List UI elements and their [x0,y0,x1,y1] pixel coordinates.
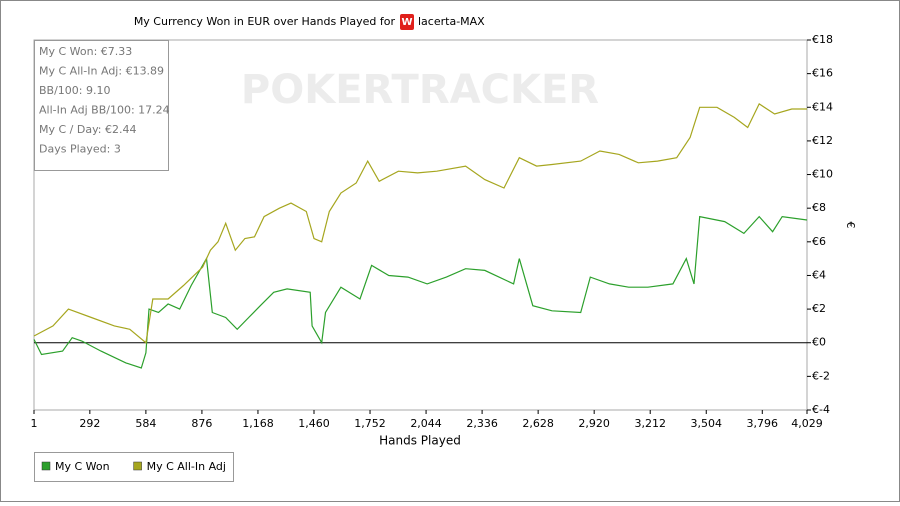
player-name: lacerta-MAX [418,15,485,28]
x-tick-label: 876 [191,417,212,430]
y-tick-label: €-4 [812,403,830,416]
legend-swatch [41,461,51,471]
logo-icon: W [400,14,414,30]
stat-line: My C All-In Adj: €13.89 [39,65,164,78]
x-tick-label: 4,029 [791,417,823,430]
y-tick-label: €14 [812,100,833,113]
stat-line: BB/100: 9.10 [39,84,111,97]
y-tick-label: €4 [812,268,826,281]
legend-label: My C All-In Adj [147,460,226,473]
x-tick-label: 2,920 [578,417,610,430]
x-tick-label: 1 [31,417,38,430]
chart-title: My Currency Won in EUR over Hands Played… [134,15,396,28]
stat-line: All-In Adj BB/100: 17.24 [39,104,170,117]
y-tick-label: €0 [812,336,826,349]
series-line [33,215,808,369]
y-tick-label: €18 [812,33,833,46]
plot-area [33,39,808,411]
series-line [33,103,807,344]
stat-line: My C Won: €7.33 [39,45,132,58]
x-tick-label: 2,628 [522,417,554,430]
y-tick-label: €8 [812,201,826,214]
x-tick-label: 1,460 [298,417,330,430]
y-axis-label: € [844,222,857,229]
x-tick-label: 2,336 [466,417,498,430]
y-tick-label: €-2 [812,369,830,382]
x-tick-label: 3,796 [747,417,779,430]
x-tick-label: 2,044 [410,417,442,430]
legend-label: My C Won [55,460,110,473]
stat-line: Days Played: 3 [39,143,121,156]
y-tick-label: €6 [812,235,826,248]
y-tick-label: €10 [812,168,833,181]
y-tick-label: €2 [812,302,826,315]
legend-swatch [133,461,142,471]
stats-box [34,40,169,171]
x-tick-label: 3,504 [690,417,722,430]
x-tick-label: 292 [79,417,100,430]
x-tick-label: 1,752 [354,417,386,430]
y-tick-label: €16 [812,67,833,80]
stat-line: My C / Day: €2.44 [39,123,137,136]
x-tick-label: 584 [135,417,156,430]
svg-text:W: W [401,17,412,28]
x-axis-label: Hands Played [379,434,461,448]
x-tick-label: 3,212 [634,417,666,430]
x-tick-label: 1,168 [242,417,274,430]
y-tick-label: €12 [812,134,833,147]
watermark: POKERTRACKER [241,67,599,113]
